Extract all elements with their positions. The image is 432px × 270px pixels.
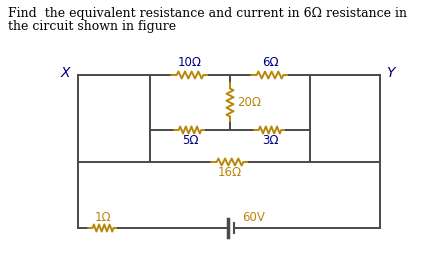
Text: 20Ω: 20Ω [237,96,261,109]
Text: 60V: 60V [242,211,265,224]
Text: 10Ω: 10Ω [178,56,202,69]
Text: the circuit shown in figure: the circuit shown in figure [8,20,176,33]
Text: Find  the equivalent resistance and current in 6Ω resistance in: Find the equivalent resistance and curre… [8,7,407,20]
Text: 5Ω: 5Ω [182,134,198,147]
Text: 3Ω: 3Ω [262,134,278,147]
Text: X: X [60,66,70,80]
Text: 1Ω: 1Ω [95,211,111,224]
Text: Y: Y [386,66,394,80]
Text: 16Ω: 16Ω [218,166,242,179]
Text: 6Ω: 6Ω [262,56,278,69]
